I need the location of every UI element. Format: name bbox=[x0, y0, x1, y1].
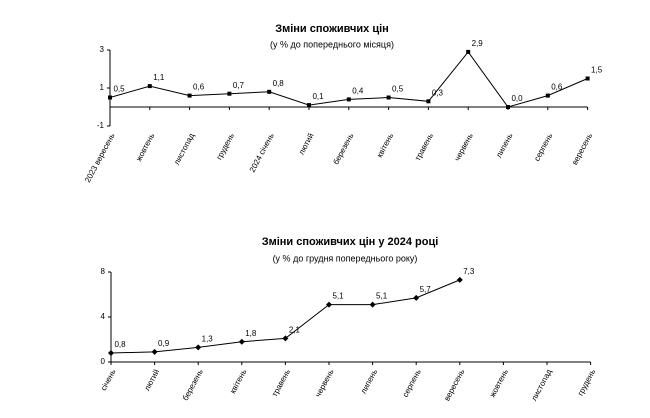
x-tick-label: вересень bbox=[570, 132, 594, 167]
marker bbox=[413, 294, 420, 301]
marker bbox=[506, 105, 510, 109]
x-tick-label: листопад bbox=[172, 131, 196, 166]
data-label: 5,1 bbox=[376, 292, 388, 301]
marker bbox=[369, 301, 376, 308]
marker bbox=[386, 95, 391, 100]
y-tick-label: 3 bbox=[100, 45, 105, 54]
marker bbox=[307, 103, 311, 108]
data-label: 0,1 bbox=[312, 92, 324, 101]
marker bbox=[282, 335, 289, 342]
data-label: 0,9 bbox=[158, 339, 170, 348]
x-tick-label: січень bbox=[99, 368, 118, 393]
data-label: 2,9 bbox=[472, 39, 484, 48]
data-label: 0,3 bbox=[432, 88, 444, 97]
marker bbox=[151, 348, 158, 355]
x-tick-label: квітень bbox=[228, 368, 248, 395]
data-label: 0,0 bbox=[511, 94, 523, 103]
marker bbox=[426, 99, 431, 104]
data-label: 0,5 bbox=[392, 85, 404, 94]
y-tick-label: 0 bbox=[101, 357, 106, 366]
marker bbox=[195, 344, 202, 351]
marker bbox=[456, 276, 463, 283]
data-label: 1,1 bbox=[153, 73, 165, 82]
x-tick-label: листопад bbox=[529, 367, 553, 402]
data-label: 2,1 bbox=[289, 325, 301, 334]
data-label: 5,7 bbox=[420, 285, 432, 294]
x-tick-label: липень bbox=[359, 368, 379, 396]
marker bbox=[267, 89, 272, 94]
marker bbox=[346, 97, 351, 102]
x-tick-label: жовтень bbox=[488, 368, 510, 399]
x-tick-label: серпень bbox=[401, 368, 423, 399]
x-tick-label: липень bbox=[494, 132, 514, 160]
data-label: 1,3 bbox=[202, 334, 214, 343]
marker bbox=[108, 95, 112, 100]
data-label: 0,8 bbox=[273, 79, 285, 88]
data-label: 5,1 bbox=[332, 292, 344, 301]
data-label: 0,6 bbox=[193, 83, 205, 92]
data-label: 1,5 bbox=[591, 66, 603, 75]
x-tick-label: 2023 вересень bbox=[83, 132, 117, 184]
x-tick-label: березень bbox=[181, 368, 205, 402]
x-tick-label: квітень bbox=[375, 132, 395, 159]
x-tick-label: травень bbox=[413, 132, 435, 163]
y-tick-label: 1 bbox=[100, 83, 105, 92]
chart-title: Зміни споживчих цін у 2024 році bbox=[262, 236, 439, 248]
data-label: 0,4 bbox=[352, 87, 364, 96]
marker bbox=[147, 84, 152, 89]
marker bbox=[326, 301, 332, 308]
y-tick-label: -1 bbox=[97, 121, 105, 130]
chart-subtitle: (у % до грудня попереднього року) bbox=[273, 253, 418, 263]
x-tick-label: вересень bbox=[442, 368, 466, 403]
marker bbox=[108, 350, 114, 356]
data-label: 0,5 bbox=[113, 85, 125, 94]
data-label: 0,6 bbox=[551, 83, 563, 92]
chart-subtitle: (у % до попереднього місяця) bbox=[270, 39, 394, 49]
marker bbox=[187, 93, 192, 98]
x-tick-label: грудень bbox=[576, 368, 597, 398]
marker bbox=[466, 49, 471, 54]
marker bbox=[545, 93, 550, 98]
marker bbox=[585, 76, 590, 81]
data-label: 7,3 bbox=[463, 267, 475, 276]
data-label: 0,8 bbox=[114, 340, 126, 349]
x-tick-label: серпень bbox=[532, 132, 554, 163]
y-tick-label: 4 bbox=[101, 312, 106, 321]
marker bbox=[227, 91, 232, 96]
x-tick-label: березень bbox=[331, 132, 355, 166]
x-tick-label: червень bbox=[453, 132, 475, 163]
x-tick-label: жовтень bbox=[134, 132, 156, 163]
y-tick-label: 8 bbox=[101, 267, 106, 276]
x-tick-label: грудень bbox=[215, 132, 236, 162]
data-label: 0,7 bbox=[233, 81, 245, 90]
x-tick-label: лютий bbox=[142, 368, 161, 393]
chart-title: Зміни споживчих цін bbox=[275, 23, 389, 35]
data-label: 1,8 bbox=[245, 329, 257, 338]
x-tick-label: травень bbox=[270, 368, 292, 399]
x-tick-label: червень bbox=[313, 368, 335, 399]
marker bbox=[238, 338, 245, 345]
x-tick-label: 2024 січень bbox=[248, 132, 276, 174]
x-tick-label: лютий bbox=[297, 132, 316, 157]
